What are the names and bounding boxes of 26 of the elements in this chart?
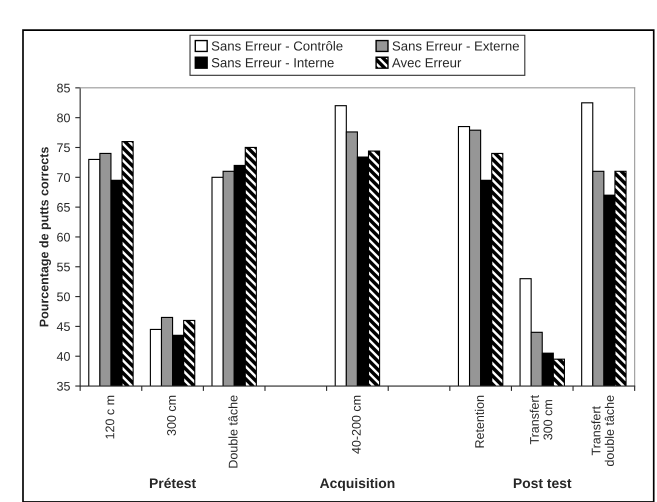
y-tick-label: 45 — [56, 322, 70, 332]
y-tick-label: 60 — [57, 232, 70, 242]
legend-label: Sans Erreur - Interne — [212, 58, 334, 68]
y-tick-label: 65 — [57, 202, 70, 212]
y-tick-label: 50 — [57, 292, 70, 302]
y-tick-label: 85 — [57, 84, 70, 92]
y-tick-label: 75 — [57, 143, 70, 152]
y-axis-title: Pourcentage de putts corrects — [39, 147, 51, 326]
legend-label: Sans Erreur - Externe — [392, 41, 519, 51]
legend-label: Avec Erreur — [392, 58, 462, 68]
x-tick-label: Retention — [474, 396, 484, 448]
y-tick-label: 40 — [56, 352, 70, 361]
text: Acquisition — [320, 478, 394, 491]
text: Post test — [514, 478, 572, 488]
x-tick-label: 120 c m — [105, 396, 114, 438]
x-tick-label: Double tâche — [228, 396, 238, 468]
y-tick-label: 35 — [57, 382, 70, 391]
x-tick-label: Transfert double tâche — [591, 396, 614, 466]
text: Prétest — [150, 478, 196, 488]
y-tick-label: 55 — [57, 262, 70, 272]
x-tick-label: 300 cm — [167, 396, 176, 436]
x-tick-label: 40-200 cm — [352, 396, 361, 454]
legend-label: Sans Erreur - Contrôle — [212, 40, 343, 51]
x-tick-label: Transfert 300 cm — [530, 395, 552, 444]
y-tick-label: 70 — [57, 173, 70, 182]
y-tick-label: 80 — [57, 113, 70, 122]
